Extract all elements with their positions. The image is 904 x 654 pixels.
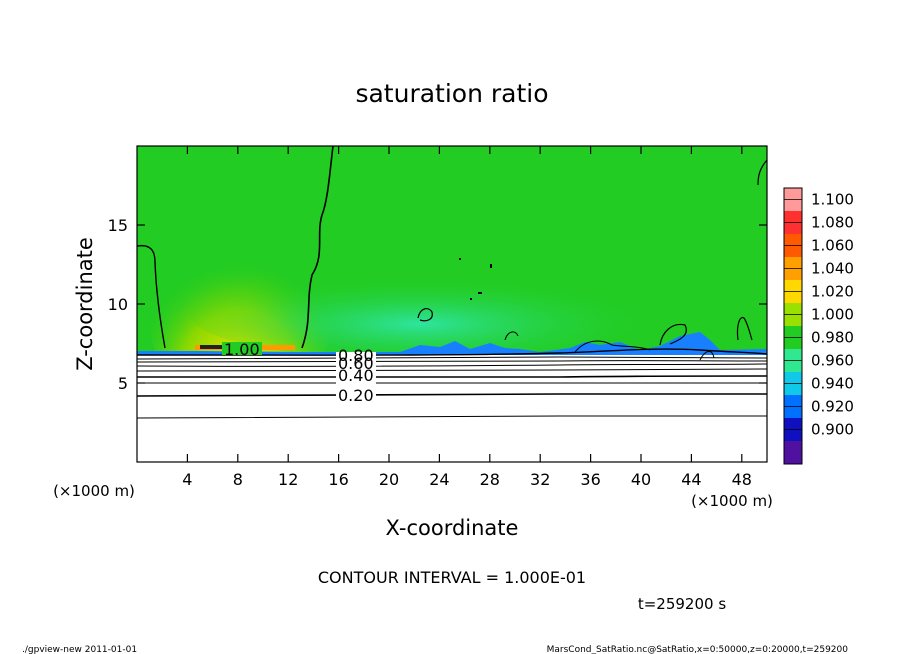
field-layer	[137, 146, 767, 462]
colorbar-frame	[783, 187, 803, 465]
x-tick-label: 44	[681, 470, 701, 489]
colorbar-label: 1.000	[811, 306, 854, 324]
colorbar-label: 0.940	[811, 375, 854, 393]
contour-labels: 1.00 0.80 0.60 0.40 0.20	[222, 340, 376, 405]
x-unit-right: (×1000 m)	[691, 492, 773, 510]
colorbar-label: 1.040	[811, 260, 854, 278]
contour-label: 0.60	[338, 354, 374, 373]
colorbar-swatch	[784, 441, 802, 465]
chart-title: saturation ratio	[355, 79, 548, 108]
x-tick-label: 8	[233, 470, 243, 489]
x-tick-label: 28	[480, 470, 500, 489]
time-stamp: t=259200 s	[638, 595, 726, 613]
colorbar-label: 1.080	[811, 214, 854, 232]
x-tick-label: 20	[379, 470, 399, 489]
contour-label: 0.80	[338, 346, 374, 365]
x-axis: 4 8 12 16 20 24 28 32 36 40 44 48	[182, 146, 752, 489]
x-tick-label: 36	[580, 470, 600, 489]
colorbar-label: 1.060	[811, 237, 854, 255]
x-axis-label: X-coordinate	[386, 516, 519, 540]
colorbar-label: 0.960	[811, 352, 854, 370]
colorbar: 1.100 1.080 1.060 1.040 1.020 1.000 0.980 0.960…	[783, 187, 854, 465]
contour-lines	[137, 146, 767, 419]
footer-right: MarsCond_SatRatio.nc@SatRatio,x=0:50000,…	[547, 645, 849, 654]
speckles	[459, 258, 492, 300]
contour-label: 0.20	[338, 386, 374, 405]
contour-interval: CONTOUR INTERVAL = 1.000E-01	[318, 568, 586, 587]
x-tick-label: 24	[429, 470, 449, 489]
y-tick-label: 10	[108, 295, 128, 314]
colorbar-label: 1.100	[811, 191, 854, 209]
footer-left: ./gpview-new 2011-01-01	[22, 645, 137, 654]
x-tick-label: 40	[631, 470, 651, 489]
x-tick-label: 32	[530, 470, 550, 489]
colorbar-label: 0.980	[811, 329, 854, 347]
colorbar-label: 0.920	[811, 398, 854, 416]
hot-core	[200, 345, 230, 349]
y-tick-label: 5	[118, 374, 128, 393]
colorbar-label: 0.900	[811, 421, 854, 439]
x-tick-label: 12	[278, 470, 298, 489]
y-axis: 5 10 15	[108, 216, 767, 393]
contour-label: 0.40	[338, 366, 374, 385]
x-tick-label: 48	[732, 470, 752, 489]
y-axis-label: Z-coordinate	[73, 237, 97, 371]
y-tick-label: 15	[108, 216, 128, 235]
contour-label: 1.00	[224, 340, 260, 359]
x-tick-label: 16	[328, 470, 348, 489]
subsaturated-region	[137, 355, 767, 462]
x-unit-left: (×1000 m)	[53, 482, 135, 500]
colorbar-label: 1.020	[811, 283, 854, 301]
x-tick-label: 4	[182, 470, 192, 489]
